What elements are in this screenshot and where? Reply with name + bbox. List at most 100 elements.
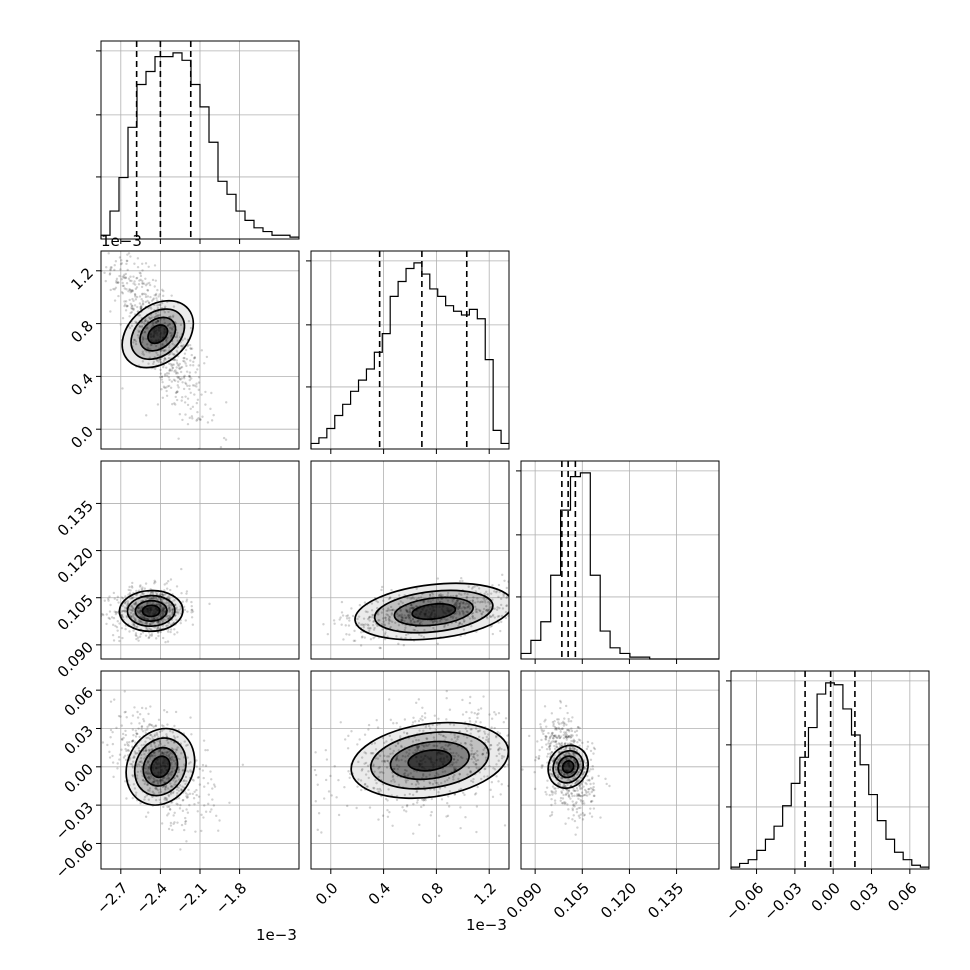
contour-line [407, 749, 453, 772]
sample-point [591, 742, 594, 745]
sample-point [568, 747, 571, 750]
sample-point [460, 593, 463, 596]
sample-point [175, 802, 178, 805]
sample-point [560, 761, 563, 765]
sample-point [173, 370, 176, 373]
sample-point [417, 619, 420, 623]
sample-point [167, 773, 171, 776]
sample-point [161, 621, 164, 624]
sample-point [499, 603, 503, 607]
sample-point [453, 603, 456, 607]
sample-point [389, 596, 392, 599]
sample-point [185, 780, 188, 783]
sample-point [209, 770, 212, 773]
sample-point [461, 609, 464, 613]
sample-point [157, 750, 160, 753]
sample-point [558, 750, 561, 754]
sample-point [574, 833, 577, 836]
sample-point [362, 623, 365, 627]
sample-point [175, 748, 179, 752]
sample-point [359, 623, 363, 626]
sample-point [480, 613, 484, 616]
sample-point [409, 597, 412, 600]
sample-point [571, 807, 574, 810]
sample-point [410, 604, 413, 607]
sample-point [397, 783, 401, 787]
sample-point [565, 738, 568, 741]
sample-point [408, 617, 411, 620]
sample-point [578, 770, 581, 774]
sample-point [150, 774, 153, 778]
sample-point [167, 793, 170, 797]
sample-point [173, 599, 176, 602]
sample-point [169, 609, 172, 612]
sample-point [439, 733, 442, 736]
sample-point [152, 725, 155, 728]
sample-point [341, 614, 345, 617]
sample-point [142, 617, 146, 620]
sample-point [134, 295, 137, 298]
sample-point [476, 610, 479, 614]
sample-point [146, 725, 149, 729]
sample-point [384, 797, 388, 801]
sample-point [138, 314, 142, 317]
sample-point [474, 610, 478, 614]
sample-point [562, 759, 566, 762]
sample-point [578, 778, 581, 782]
sample-point [160, 375, 164, 379]
sample-point [148, 283, 152, 287]
sample-point [357, 760, 360, 764]
sample-point [366, 617, 370, 621]
sample-point [463, 606, 467, 609]
sample-point [550, 712, 554, 715]
sample-point [132, 755, 136, 758]
sample-point [564, 822, 567, 825]
sample-point [183, 779, 186, 782]
sample-point [133, 706, 136, 709]
sample-point [163, 321, 167, 324]
sample-point [434, 728, 438, 731]
sample-point [410, 782, 414, 786]
sample-point [371, 752, 375, 755]
sample-point [107, 616, 110, 620]
sample-point [149, 295, 152, 299]
sample-point [589, 782, 592, 786]
sample-point [123, 287, 126, 290]
sample-point [175, 585, 179, 588]
sample-point [142, 743, 146, 746]
sample-point [346, 747, 350, 750]
sample-point [123, 610, 127, 613]
sample-point [541, 764, 544, 767]
sample-point [494, 735, 498, 739]
sample-point [597, 774, 600, 778]
sample-point [525, 761, 527, 763]
sample-point [155, 351, 158, 354]
sample-point [352, 639, 356, 643]
x-tick-label: 0.03 [846, 879, 882, 915]
sample-point [161, 779, 165, 782]
sample-point [523, 598, 525, 600]
sample-point [141, 631, 145, 634]
sample-point [546, 752, 550, 756]
sample-point [558, 764, 562, 768]
sample-point [395, 756, 399, 759]
sample-point [134, 340, 138, 343]
sample-point [165, 394, 169, 397]
sample-point [574, 761, 577, 765]
sample-point [577, 794, 580, 797]
sample-point [120, 596, 124, 599]
sample-point [463, 741, 467, 745]
sample-point [124, 309, 128, 312]
sample-point [469, 743, 472, 746]
sample-point [567, 789, 571, 792]
sample-point [207, 802, 210, 806]
sample-point [137, 610, 140, 613]
sample-point [446, 744, 450, 748]
sample-point [497, 748, 500, 751]
sample-point [483, 767, 486, 771]
sample-point [580, 800, 583, 803]
sample-point [409, 603, 413, 607]
y-tick-label: 0.03 [61, 722, 97, 758]
sample-point [491, 632, 495, 636]
sample-point [130, 307, 133, 310]
